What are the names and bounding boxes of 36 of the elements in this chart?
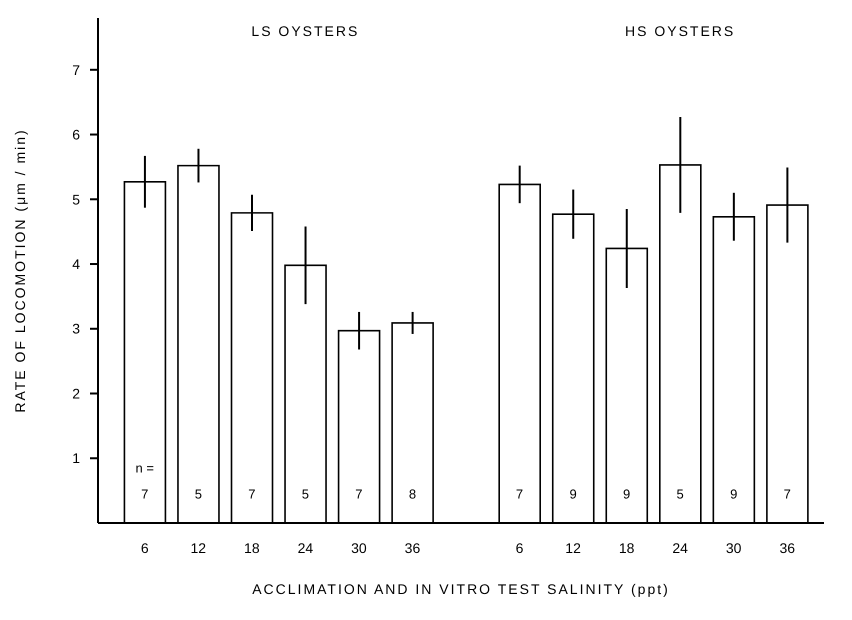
x-tick-label: 36	[404, 540, 420, 556]
annotation: 5	[302, 486, 309, 502]
annotation: 8	[408, 486, 416, 502]
x-tick-label: 36	[779, 540, 796, 556]
x-tick-label: 6	[516, 540, 524, 556]
annotation: 7	[355, 486, 363, 502]
x-tick-label: 24	[298, 540, 314, 556]
annotation: 5	[676, 486, 684, 502]
x-tick-label: 24	[672, 540, 688, 556]
y-axis-title: RATE OF LOCOMOTION (μm / min)	[12, 128, 28, 413]
x-axis-title: ACCLIMATION AND IN VITRO TEST SALINITY (ppt)	[252, 581, 670, 597]
annotation: 7	[784, 486, 791, 502]
x-tick-label: 30	[351, 540, 367, 556]
x-tick-label: 12	[190, 540, 206, 556]
annotation: 5	[194, 486, 202, 502]
x-tick-label: 18	[618, 540, 635, 556]
y-tick-label: 1	[72, 450, 80, 466]
annotation: n =	[136, 460, 154, 476]
annotation: 9	[569, 486, 577, 502]
annotation: HS OYSTERS	[625, 22, 736, 39]
annotation: 7	[248, 486, 256, 502]
annotation: 9	[730, 486, 738, 502]
y-tick-label: 4	[72, 256, 80, 272]
y-tick-label: 6	[72, 126, 80, 143]
x-tick-label: 18	[244, 540, 260, 556]
y-tick-label: 5	[72, 191, 80, 208]
annotation: LS OYSTERS	[251, 22, 360, 39]
annotation: 7	[141, 486, 148, 502]
y-tick-label: 3	[72, 320, 80, 337]
x-tick-label: 6	[140, 540, 149, 556]
annotation: 9	[623, 486, 630, 502]
y-tick-label: 2	[72, 385, 80, 402]
y-tick-label: 7	[72, 62, 80, 78]
x-tick-label: 12	[565, 540, 582, 556]
x-tick-label: 30	[726, 540, 742, 556]
annotation: 7	[516, 486, 524, 502]
